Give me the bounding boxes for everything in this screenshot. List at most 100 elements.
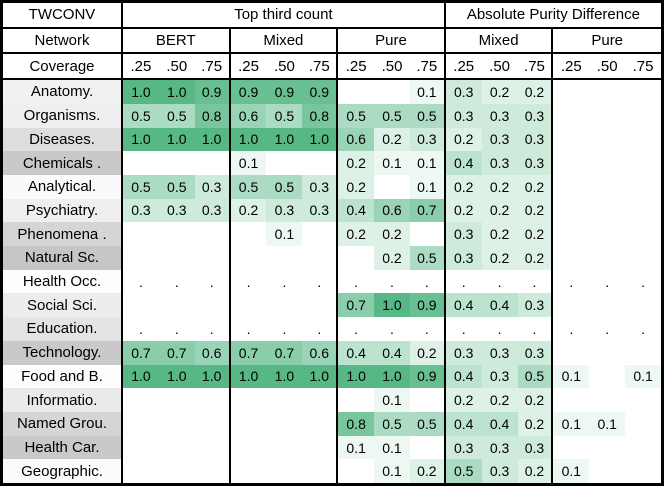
heat-cell: 0.7: [266, 340, 303, 365]
heat-cell: 0.7: [230, 340, 267, 365]
heat-cell: .: [266, 269, 303, 294]
heat-cell: 1.0: [123, 127, 159, 152]
heat-cell: [589, 151, 626, 175]
heat-cell: [625, 388, 661, 412]
heat-cell: .: [302, 269, 339, 294]
heat-cell: 0.3: [481, 459, 518, 484]
heat-cell: .: [625, 317, 661, 341]
coverage-tick: .50: [596, 57, 618, 75]
section-header-absolute-purity-difference: Absolute Purity Difference: [466, 6, 640, 24]
table-row: Chemicals . 0.1 0.2 0.1 0.1 0.4 0.3 0.3: [3, 151, 661, 175]
heat-cell: 0.2: [481, 246, 518, 270]
row-label: Diseases.: [3, 127, 123, 152]
heat-cell: [553, 198, 590, 223]
heat-cell: 0.1: [553, 459, 590, 484]
heat-cell: 0.1: [589, 411, 626, 436]
heat-cell: [194, 246, 231, 270]
heat-cell: 0.5: [409, 411, 446, 436]
heat-cell: [266, 246, 303, 270]
heat-cell: 1.0: [123, 80, 159, 104]
heat-cell: [230, 388, 267, 412]
header-row-networks: Network BERT Mixed Pure Mixed Pure: [3, 28, 661, 55]
coverage-tick: .75: [632, 57, 654, 75]
heat-cell: [123, 388, 159, 412]
coverage-tick: .25: [560, 57, 582, 75]
row-label: Education.: [3, 317, 123, 341]
row-label: Technology.: [3, 340, 123, 365]
heat-cell: [589, 364, 626, 389]
heat-cell: 0.5: [266, 174, 303, 199]
heat-cell: [589, 80, 626, 104]
heat-cell: 0.3: [445, 103, 482, 128]
heat-cell: [194, 459, 231, 484]
row-label: Chemicals .: [3, 151, 123, 175]
heat-cell: [625, 411, 661, 436]
heat-cell: 0.5: [123, 103, 159, 128]
row-label: Food and B.: [3, 364, 123, 389]
heat-cell: [230, 222, 267, 247]
coverage-tick: .50: [381, 57, 403, 75]
row-label: Natural Sc.: [3, 246, 123, 270]
heat-cell: 0.2: [374, 222, 410, 247]
heat-cell: [266, 435, 303, 460]
heat-cell: 1.0: [266, 364, 303, 389]
heat-cell: 0.5: [409, 246, 446, 270]
heat-cell: .: [409, 269, 446, 294]
heat-cell: 0.2: [481, 80, 518, 104]
heat-cell: [553, 435, 590, 460]
heat-cell: [266, 388, 303, 412]
heat-cell: 1.0: [158, 80, 195, 104]
heat-cell: 0.2: [517, 80, 554, 104]
heat-cell: 0.3: [481, 340, 518, 365]
heat-cell: [158, 459, 195, 484]
heat-cell: .: [517, 269, 554, 294]
heat-cell: 0.5: [158, 174, 195, 199]
heat-cell: [589, 388, 626, 412]
row-label: Analytical.: [3, 174, 123, 199]
heat-cell: [158, 222, 195, 247]
heat-cell: 0.7: [123, 340, 159, 365]
heat-cell: [625, 293, 661, 318]
heat-cell: [589, 174, 626, 199]
heat-cell: 0.3: [517, 103, 554, 128]
heat-cell: [589, 103, 626, 128]
heat-cell: .: [517, 317, 554, 341]
heat-cell: [302, 459, 339, 484]
row-label: Health Car.: [3, 435, 123, 460]
heat-cell: [123, 459, 159, 484]
row-label: Organisms.: [3, 103, 123, 128]
heat-cell: 0.6: [230, 103, 267, 128]
heat-cell: 0.5: [230, 174, 267, 199]
heat-cell: [625, 222, 661, 247]
heat-cell: 0.3: [481, 127, 518, 152]
heat-cell: 0.5: [374, 103, 410, 128]
heat-cell: 0.2: [445, 127, 482, 152]
heat-cell: 0.1: [338, 435, 375, 460]
heat-cell: 0.4: [481, 293, 518, 318]
heat-cell: 0.9: [409, 293, 446, 318]
heat-cell: .: [481, 269, 518, 294]
heat-cell: [625, 103, 661, 128]
heat-cell: [123, 293, 159, 318]
coverage-corner-label: Coverage: [3, 54, 123, 79]
heat-cell: 0.8: [194, 103, 231, 128]
heat-cell: 0.6: [374, 198, 410, 223]
table-row: Organisms. 0.5 0.5 0.8 0.6 0.5 0.8 0.5 0.5 0.5 0.3…: [3, 103, 661, 128]
heat-cell: 0.2: [230, 198, 267, 223]
heat-cell: [123, 246, 159, 270]
heat-cell: [266, 459, 303, 484]
heat-cell: 0.4: [445, 364, 482, 389]
heat-cell: .: [230, 317, 267, 341]
heat-cell: 0.2: [445, 198, 482, 223]
heat-cell: [230, 246, 267, 270]
row-label: Informatio.: [3, 388, 123, 412]
heat-cell: [374, 80, 410, 104]
heat-cell: 0.3: [302, 174, 339, 199]
heat-cell: [302, 222, 339, 247]
heat-cell: .: [338, 317, 375, 341]
heat-cell: .: [481, 317, 518, 341]
heat-cell: [589, 293, 626, 318]
heat-cell: 0.3: [123, 198, 159, 223]
heat-cell: 0.2: [374, 127, 410, 152]
heat-cell: [123, 151, 159, 175]
